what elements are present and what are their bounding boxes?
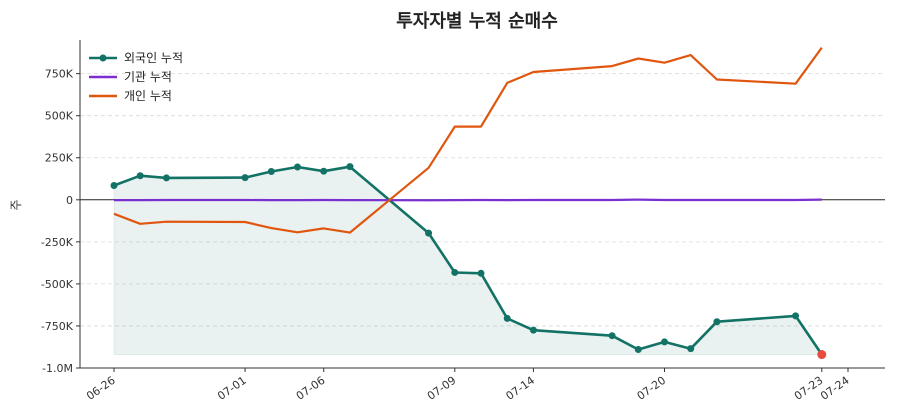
x-tick-label: 06-26 (84, 374, 118, 403)
y-tick-label: -250K (41, 236, 74, 249)
series-point (110, 181, 118, 189)
axes (79, 40, 885, 369)
series-lines (110, 46, 827, 360)
series-point (477, 269, 485, 277)
series-point (451, 268, 459, 276)
x-tick-label: 07-06 (294, 374, 328, 403)
series-line-0 (113, 165, 823, 356)
series-area-0 (113, 166, 823, 355)
series-point (162, 174, 170, 182)
x-tick-label: 07-20 (635, 374, 669, 403)
x-tick-label: 07-09 (425, 374, 459, 403)
series-point (634, 345, 642, 353)
grid-lines (80, 73, 885, 369)
series-line-1 (114, 198, 822, 202)
y-tick-label: -1.0M (42, 362, 73, 375)
series-point (136, 172, 144, 180)
chart-title: 투자자별 누적 순매수 (396, 11, 558, 32)
legend-label-2: 개인 누적 (124, 89, 172, 103)
series-point (687, 345, 695, 353)
series-point (320, 167, 328, 175)
legend-label-0: 외국인 누적 (124, 51, 183, 65)
series-point (792, 312, 800, 320)
y-tick-label: -750K (41, 320, 74, 333)
x-tick-label: 07-14 (504, 374, 538, 403)
series-point (346, 163, 354, 171)
y-tick-label: 0 (66, 194, 73, 207)
y-tick-label: 250K (45, 152, 74, 165)
series-point (425, 229, 433, 237)
legend-label-1: 기관 누적 (124, 70, 172, 84)
x-tick-label: 07-24 (818, 374, 852, 403)
series-point (608, 332, 616, 340)
series-point (294, 163, 301, 171)
y-tick-label: 500K (45, 110, 74, 123)
x-tick-label: 07-23 (792, 374, 826, 403)
x-tick-label: 07-01 (215, 374, 249, 403)
y-tick-label: -500K (41, 278, 74, 291)
series-point (503, 314, 511, 322)
series-point (661, 338, 668, 346)
series-point (241, 174, 249, 182)
area-fill (113, 166, 823, 355)
y-ticks: -1.0M -750K -500K -250K 0 250K 500K 750K (41, 68, 80, 375)
series-point (713, 318, 721, 326)
legend-marker-0 (99, 54, 107, 62)
last-point-marker (817, 350, 827, 360)
y-axis-label: 주 (9, 199, 23, 210)
series-line-2 (113, 46, 823, 234)
series-point (529, 326, 537, 334)
y-tick-label: 750K (45, 68, 74, 81)
series-point (267, 168, 275, 176)
